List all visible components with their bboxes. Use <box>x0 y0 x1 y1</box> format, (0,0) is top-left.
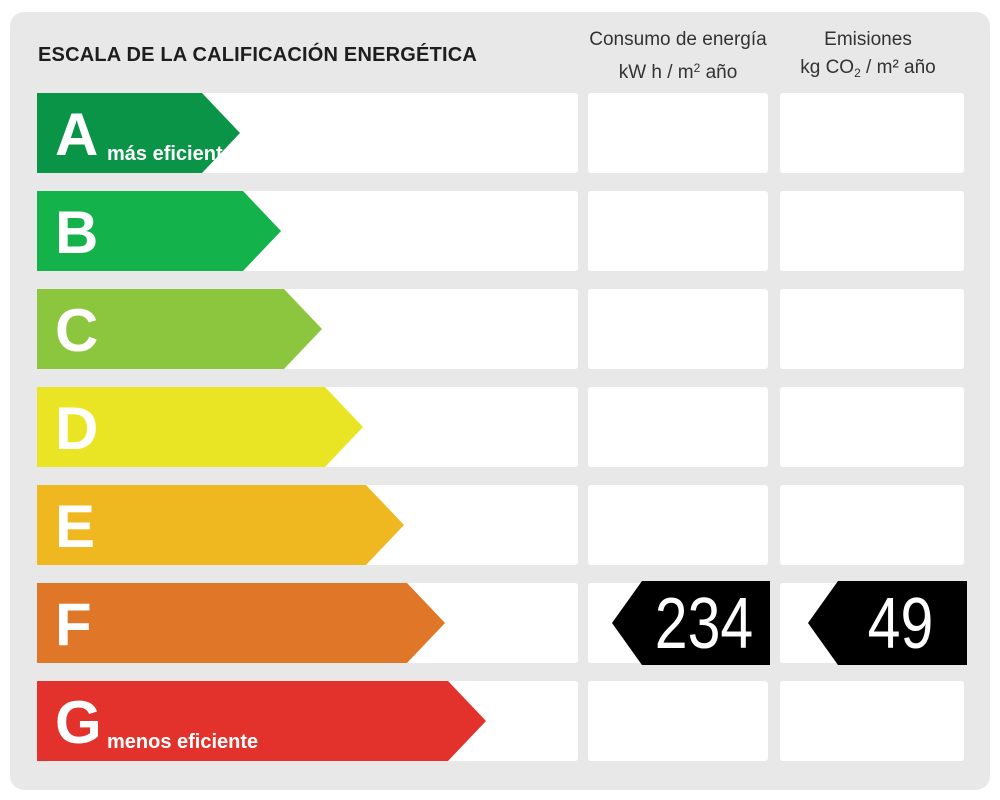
band-letter-c: C <box>55 297 99 364</box>
consumption-cell-b <box>588 191 768 271</box>
band-letter-a: A <box>55 101 99 168</box>
consumption-cell-c <box>588 289 768 369</box>
consumption-value-tag-shape <box>612 581 770 665</box>
consumption-cell-e <box>588 485 768 565</box>
band-letter-f: F <box>55 591 92 658</box>
band-shape-e <box>37 485 404 565</box>
band-arrow-b <box>37 191 281 271</box>
emissions-column-header: Emisiones kg CO2 / m² año <box>768 26 968 87</box>
chart-title: ESCALA DE LA CALIFICACIÓN ENERGÉTICA <box>38 44 478 66</box>
band-sublabel-g: menos eficiente <box>107 731 259 753</box>
band-shape-g <box>37 681 486 761</box>
band-letter-e: E <box>55 493 96 560</box>
band-letter-b: B <box>55 199 99 266</box>
consumption-value-tag <box>612 581 770 665</box>
consumption-cell-d <box>588 387 768 467</box>
band-sublabel-a: más eficiente <box>107 143 234 165</box>
band-arrow-d <box>37 387 363 467</box>
emissions-cell-d <box>780 387 964 467</box>
band-arrow-c <box>37 289 322 369</box>
band-letter-g: G <box>55 689 102 756</box>
band-arrow-f <box>37 583 445 663</box>
band-arrow-g <box>37 681 486 761</box>
band-arrow-e <box>37 485 404 565</box>
band-letter-d: D <box>55 395 99 462</box>
band-shape-a <box>37 93 240 173</box>
consumption-header-line1: Consumo de energía <box>589 29 767 50</box>
band-shape-c <box>37 289 322 369</box>
emissions-value-tag-shape <box>808 581 967 665</box>
band-shape-b <box>37 191 281 271</box>
band-arrow-a <box>37 93 240 173</box>
consumption-column-header: Consumo de energía kW h / m2 año <box>580 26 776 87</box>
band-shape-d <box>37 387 363 467</box>
consumption-cell-a <box>588 93 768 173</box>
consumption-value: 234 <box>654 584 754 664</box>
emissions-cell-a <box>780 93 964 173</box>
emissions-cell-g <box>780 681 964 761</box>
emissions-cell-c <box>780 289 964 369</box>
emissions-header-line1: Emisiones <box>824 29 912 50</box>
consumption-header-unit: kW h / m2 año <box>618 61 738 83</box>
emissions-cell-b <box>780 191 964 271</box>
consumption-cell-g <box>588 681 768 761</box>
band-shape-f <box>37 583 445 663</box>
emissions-value: 49 <box>867 584 934 664</box>
emissions-value-tag <box>808 581 967 665</box>
emissions-header-unit: kg CO2 / m² año <box>800 57 936 80</box>
emissions-cell-e <box>780 485 964 565</box>
